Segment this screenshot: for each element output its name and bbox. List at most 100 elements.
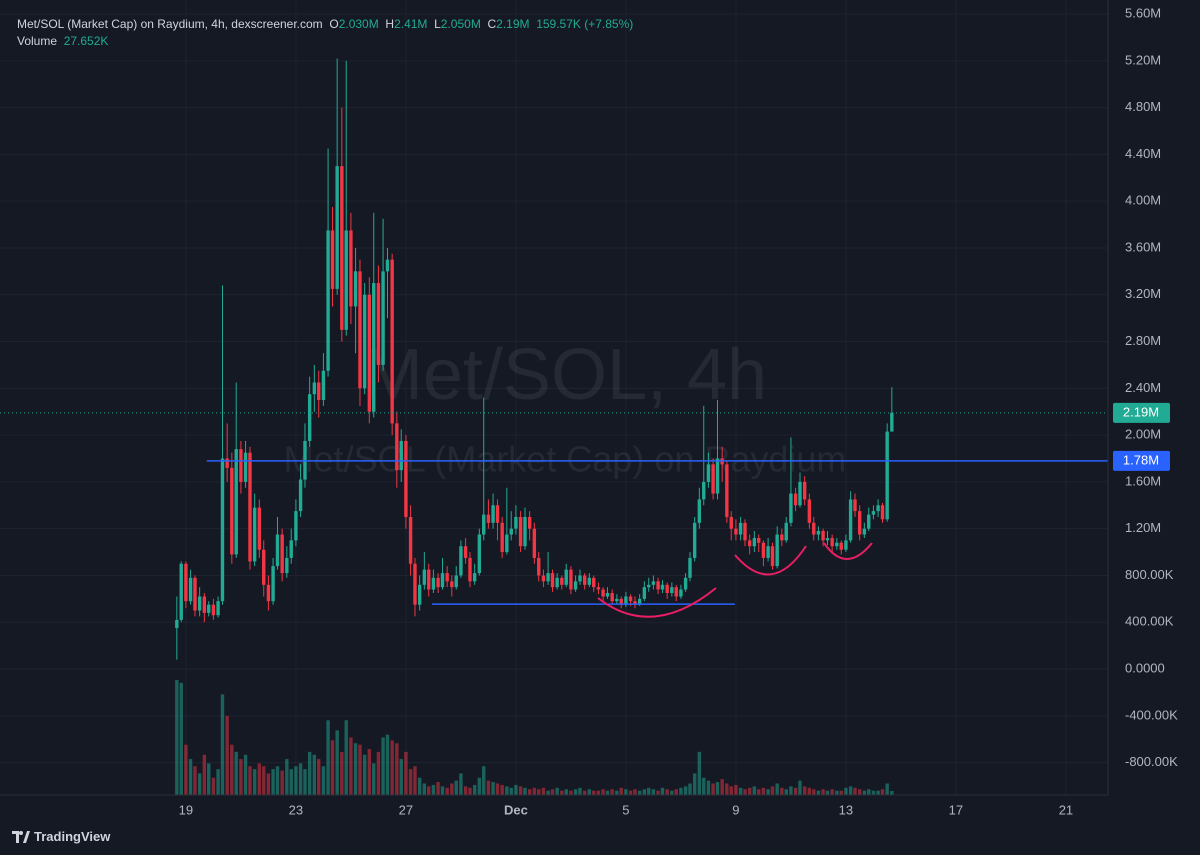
last-price-label: 2.19M — [1123, 404, 1159, 419]
volume-bar — [871, 790, 876, 795]
candle-body — [660, 584, 665, 590]
volume-bar — [761, 787, 766, 795]
candle-body — [450, 581, 454, 588]
volume-bar — [697, 751, 702, 795]
volume-bar — [482, 766, 486, 795]
candle-body — [372, 283, 376, 412]
volume-bar — [578, 787, 582, 795]
candle-body — [679, 589, 683, 597]
candle-body — [216, 601, 220, 616]
y-tick-label: -800.00K — [1125, 754, 1178, 769]
candle-body — [780, 534, 784, 541]
candle-body — [468, 557, 472, 582]
candle-body — [573, 581, 578, 590]
candle-body — [738, 522, 743, 535]
candle-body — [560, 577, 564, 585]
y-tick-label: 0.0000 — [1125, 660, 1165, 675]
candle-body — [715, 458, 720, 494]
volume-bar — [349, 737, 353, 795]
candle-body — [197, 596, 202, 611]
candle-body — [867, 514, 871, 529]
legend-o: O — [329, 17, 339, 31]
volume-bar — [275, 766, 280, 795]
volume-bar — [729, 786, 733, 795]
candle-body — [647, 584, 651, 588]
x-tick-label: 21 — [1059, 802, 1073, 817]
candle-body — [757, 538, 761, 543]
y-tick-label: -400.00K — [1125, 707, 1178, 722]
x-tick-label: 27 — [399, 802, 413, 817]
volume-bar — [789, 786, 793, 795]
volume-bar — [835, 790, 839, 795]
volume-bar — [596, 790, 601, 795]
y-tick-label: 1.60M — [1125, 473, 1161, 488]
volume-bar — [207, 763, 211, 795]
candle-body — [459, 546, 463, 576]
volume-bar — [440, 786, 445, 795]
x-tick-label: 13 — [839, 802, 853, 817]
legend-h: H — [385, 17, 395, 31]
volume-bar — [294, 766, 298, 795]
volume-bar — [307, 751, 312, 795]
candle-body — [404, 440, 408, 517]
candle-body — [633, 601, 637, 604]
volume-bar — [463, 786, 468, 795]
volume-bar — [720, 779, 724, 795]
legend-h-value: 2.41M — [394, 17, 428, 31]
volume-bar — [670, 790, 674, 795]
candle-body — [381, 271, 385, 365]
volume-bar — [445, 787, 449, 795]
volume-bar — [390, 740, 394, 795]
candle-body — [514, 516, 518, 529]
candle-body — [349, 230, 353, 307]
volume-bar — [615, 790, 619, 795]
volume-bar — [784, 789, 788, 795]
watermark-sub: Met/SOL (Market Cap) on Raydium — [284, 439, 847, 480]
candle-body — [188, 577, 193, 602]
candle-body — [202, 596, 207, 613]
y-tick-label: 4.40M — [1125, 146, 1161, 161]
candle-body — [670, 587, 674, 594]
candle-body — [848, 499, 853, 541]
volume-bar — [252, 769, 257, 795]
legend-change: 159.57K (+7.85%) — [536, 17, 634, 31]
volume-bar — [385, 734, 390, 795]
candle-body — [385, 259, 390, 272]
volume-bar — [867, 789, 871, 795]
volume-bar — [605, 790, 610, 795]
volume-bar — [619, 787, 623, 795]
volume-bar — [234, 751, 238, 795]
candle-body — [862, 528, 867, 535]
y-tick-label: 4.00M — [1125, 193, 1161, 208]
candle-body — [784, 522, 788, 541]
volume-bar — [876, 790, 880, 795]
candle-body — [193, 577, 197, 611]
candle-body — [816, 531, 821, 535]
legend-l: L — [434, 17, 441, 31]
candle-body — [454, 575, 458, 588]
y-tick-label: 400.00K — [1125, 614, 1174, 629]
candle-body — [890, 412, 894, 432]
candle-body — [317, 382, 321, 401]
candle-body — [289, 540, 293, 558]
candle-body — [335, 166, 339, 289]
volume-bar — [317, 759, 321, 795]
candle-body — [706, 464, 711, 482]
volume-bar — [880, 789, 885, 795]
volume-bar — [514, 784, 518, 795]
volume-bar — [417, 777, 422, 795]
volume-bar — [642, 789, 647, 795]
volume-bar — [298, 763, 303, 795]
brand-name: TradingView — [34, 829, 111, 844]
volume-bar — [890, 791, 894, 795]
candle-body — [230, 467, 234, 555]
volume-bar — [486, 780, 491, 795]
volume-bar — [848, 786, 853, 795]
candle-body — [615, 598, 619, 602]
candle-body — [491, 505, 495, 523]
candle-body — [367, 294, 372, 412]
candle-body — [417, 584, 422, 605]
volume-bar — [362, 754, 367, 795]
candle-body — [775, 534, 779, 567]
candle-body — [532, 528, 537, 558]
